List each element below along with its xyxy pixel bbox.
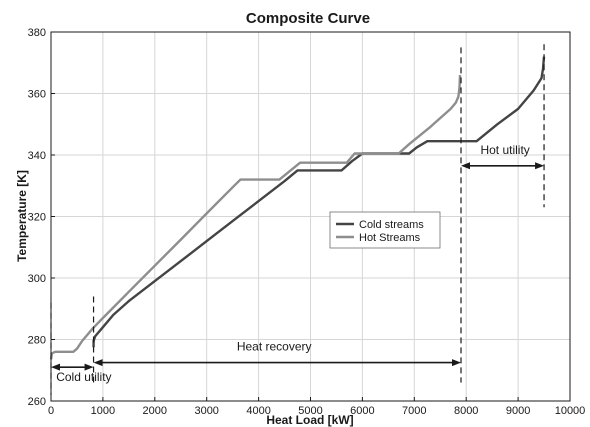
chart-title: Composite Curve bbox=[246, 10, 370, 27]
annotation-label: Cold utility bbox=[56, 370, 111, 384]
legend-box bbox=[329, 211, 441, 249]
y-tick-label: 360 bbox=[28, 89, 46, 101]
annotation-label: Heat recovery bbox=[237, 339, 312, 353]
x-tick-label: 9000 bbox=[506, 405, 530, 417]
hot-utility-arrow bbox=[461, 162, 545, 170]
x-tick-label: 2000 bbox=[143, 405, 167, 417]
y-tick-label: 340 bbox=[28, 150, 46, 162]
x-tick-label: 3000 bbox=[194, 405, 218, 417]
legend-label: Hot Streams bbox=[359, 232, 421, 244]
series-line-hot-streams bbox=[49, 75, 462, 360]
x-tick-label: 5000 bbox=[298, 405, 322, 417]
series-line-cold-streams bbox=[92, 56, 546, 348]
annotations-layer: Heat recovery Hot utility Cold utility bbox=[50, 44, 545, 395]
x-tick-label: 4000 bbox=[246, 405, 270, 417]
x-tick-label: 0 bbox=[48, 405, 54, 417]
y-tick-label: 260 bbox=[28, 396, 46, 408]
cold-utility-arrow bbox=[51, 363, 94, 371]
annotation-label: Hot utility bbox=[480, 143, 529, 157]
y-axis-label: Temperature [K] bbox=[15, 170, 29, 262]
x-tick-label: 7000 bbox=[402, 405, 426, 417]
y-tick-label: 300 bbox=[28, 273, 46, 285]
x-tick-label: 6000 bbox=[350, 405, 374, 417]
legend-label: Cold streams bbox=[359, 219, 424, 231]
x-tick-label: 1000 bbox=[91, 405, 115, 417]
series-layer bbox=[49, 56, 546, 360]
heat-recovery-arrow bbox=[93, 359, 462, 367]
y-tick-label: 280 bbox=[28, 335, 46, 347]
x-tick-label: 10000 bbox=[555, 405, 586, 417]
y-tick-label: 380 bbox=[28, 27, 46, 39]
y-tick-label: 320 bbox=[28, 212, 46, 224]
ticks-layer: 0 1000 2000 3000 4000 5000 6000 7000 8000 9000 100… bbox=[28, 27, 586, 417]
x-axis-label: Heat Load [kW] bbox=[266, 413, 353, 427]
x-tick-label: 8000 bbox=[454, 405, 478, 417]
